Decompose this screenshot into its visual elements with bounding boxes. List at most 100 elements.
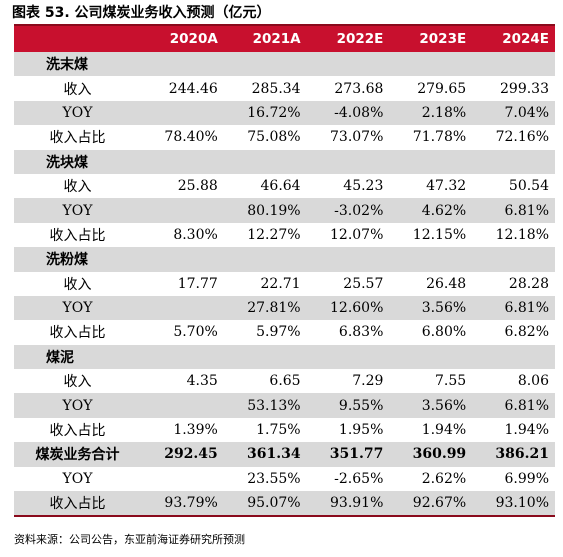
- section-row: 煤泥: [14, 344, 555, 370]
- value-cell: [389, 149, 473, 174]
- value-cell: [141, 295, 224, 321]
- row-label: 收入占比: [49, 130, 106, 147]
- value-cell: 50.54: [508, 178, 549, 195]
- value-cell: 6.65: [269, 373, 301, 390]
- row-label: 洗粉煤: [14, 247, 141, 272]
- value-cell: [472, 247, 555, 272]
- value-cell: 7.04%: [472, 100, 555, 126]
- value-cell: 1.94%: [504, 422, 549, 439]
- value-cell: [389, 247, 473, 272]
- value-cell: 6.81%: [472, 295, 555, 321]
- row-label: 收入: [63, 276, 92, 293]
- section-row: 洗末煤: [14, 52, 555, 77]
- value-cell: 17.77: [177, 275, 218, 292]
- value-cell: 244.46: [168, 80, 218, 97]
- value-cell: [223, 344, 307, 370]
- value-cell: 3.56%: [389, 295, 473, 321]
- value-cell: 1.95%: [338, 422, 384, 439]
- table-row: YOY 80.19% -3.02% 4.62% 6.81%: [14, 198, 555, 223]
- value-cell: 78.40%: [164, 129, 218, 146]
- value-cell: 12.27%: [247, 226, 301, 243]
- header-cell: 2023E: [389, 24, 473, 52]
- table-row: 收入 4.35 6.65 7.29 7.55 8.06: [14, 369, 555, 393]
- row-label: YOY: [14, 100, 141, 126]
- value-cell: 6.82%: [504, 324, 549, 341]
- value-cell: 386.21: [472, 442, 555, 467]
- value-cell: 2.18%: [389, 100, 473, 126]
- value-cell: 299.33: [500, 80, 549, 97]
- row-label: 收入占比: [49, 423, 106, 440]
- value-cell: [389, 344, 473, 370]
- row-label: 煤泥: [14, 344, 141, 370]
- row-label: 收入占比: [49, 227, 106, 244]
- value-cell: 6.81%: [472, 393, 555, 418]
- value-cell: 3.56%: [389, 393, 473, 418]
- value-cell: 292.45: [141, 442, 224, 467]
- value-cell: [223, 149, 307, 174]
- value-cell: [306, 52, 390, 77]
- table-body: 洗末煤 收入 244.46 285.34 273.68 279.65 299.33 YOY 16…: [14, 52, 555, 518]
- value-cell: 75.08%: [247, 129, 301, 146]
- value-cell: [141, 52, 224, 77]
- value-cell: 12.18%: [495, 226, 549, 243]
- value-cell: [472, 344, 555, 370]
- header-cell: 2021A: [223, 24, 307, 52]
- section-row: 洗粉煤: [14, 247, 555, 272]
- value-cell: [141, 247, 224, 272]
- value-cell: [306, 247, 390, 272]
- table-row: YOY 27.81% 12.60% 3.56% 6.81%: [14, 295, 555, 321]
- header-cell: 2024E: [472, 24, 555, 52]
- row-label: 洗块煤: [14, 149, 141, 174]
- value-cell: [472, 52, 555, 77]
- value-cell: 5.70%: [173, 324, 218, 341]
- value-cell: [141, 393, 224, 418]
- value-cell: 80.19%: [223, 198, 307, 223]
- table-row: 收入占比 93.79% 95.07% 93.91% 92.67% 93.10%: [14, 491, 555, 518]
- row-label: 收入: [63, 179, 92, 196]
- value-cell: 26.48: [426, 275, 467, 292]
- table-row: 收入 25.88 46.64 45.23 47.32 50.54: [14, 174, 555, 198]
- table-row: YOY 23.55% -2.65% 2.62% 6.99%: [14, 467, 555, 491]
- value-cell: [141, 198, 224, 223]
- value-cell: -4.08%: [306, 100, 390, 126]
- value-cell: [472, 149, 555, 174]
- value-cell: 4.62%: [389, 198, 473, 223]
- value-cell: 6.81%: [472, 198, 555, 223]
- value-cell: 71.78%: [412, 129, 467, 146]
- value-cell: [306, 344, 390, 370]
- value-cell: 95.07%: [223, 491, 307, 518]
- value-cell: 8.30%: [173, 226, 218, 243]
- row-label: 洗末煤: [14, 52, 141, 77]
- value-cell: 12.15%: [412, 226, 467, 243]
- value-cell: 9.55%: [306, 393, 390, 418]
- value-cell: 2.62%: [421, 470, 467, 487]
- value-cell: 1.75%: [256, 422, 301, 439]
- value-cell: [141, 100, 224, 126]
- row-label: 收入: [63, 374, 92, 391]
- row-label: YOY: [14, 393, 141, 418]
- value-cell: 23.55%: [247, 470, 301, 487]
- table-row: YOY 16.72% -4.08% 2.18% 7.04%: [14, 100, 555, 126]
- table-row: 收入占比 5.70% 5.97% 6.83% 6.80% 6.82%: [14, 320, 555, 344]
- value-cell: -3.02%: [306, 198, 390, 223]
- value-cell: 92.67%: [389, 491, 473, 518]
- value-cell: 5.97%: [256, 324, 301, 341]
- row-label: 收入占比: [49, 325, 106, 342]
- value-cell: 46.64: [260, 178, 301, 195]
- value-cell: 12.60%: [306, 295, 390, 321]
- value-cell: 28.28: [508, 275, 549, 292]
- value-cell: 6.83%: [338, 324, 384, 341]
- revenue-forecast-table: 2020A 2021A 2022E 2023E 2024E 洗末煤 收入 244.4…: [14, 24, 555, 518]
- value-cell: 7.55: [435, 373, 467, 390]
- row-label: 收入: [63, 81, 92, 98]
- value-cell: 12.07%: [330, 226, 384, 243]
- row-label: YOY: [14, 295, 141, 321]
- value-cell: 273.68: [334, 80, 384, 97]
- total-row: 煤炭业务合计 292.45 361.34 351.77 360.99 386.21: [14, 442, 555, 467]
- row-label: YOY: [14, 198, 141, 223]
- value-cell: 93.79%: [141, 491, 224, 518]
- table-row: 收入占比 78.40% 75.08% 73.07% 71.78% 72.16%: [14, 125, 555, 149]
- value-cell: [389, 52, 473, 77]
- revenue-forecast-table-container: 2020A 2021A 2022E 2023E 2024E 洗末煤 收入 244.4…: [14, 24, 555, 518]
- source-note: 资料来源：公司公告，东亚前海证券研究所预测: [14, 533, 245, 546]
